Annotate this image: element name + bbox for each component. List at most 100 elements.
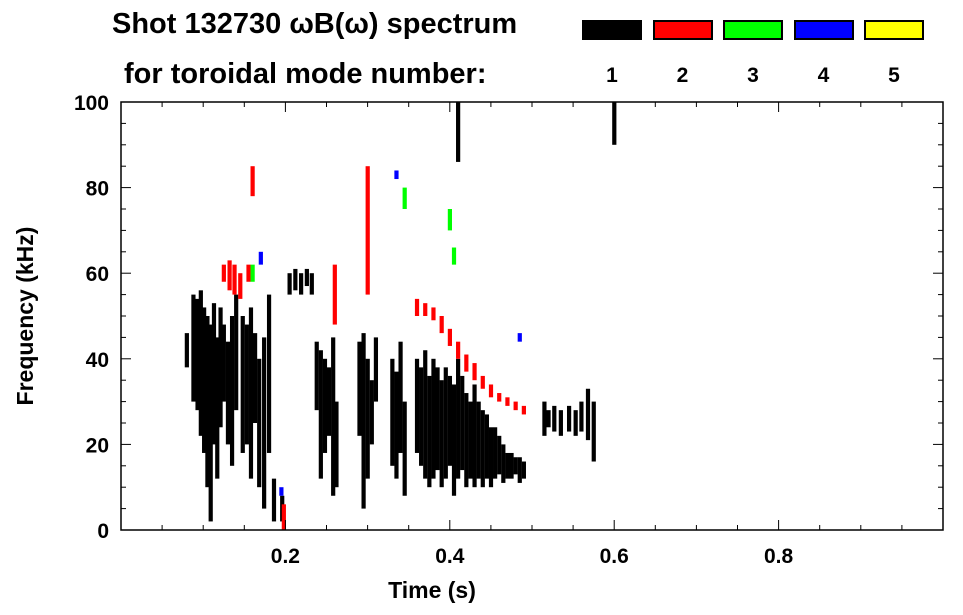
spectrum-mark-mode-1	[234, 294, 239, 411]
spectrum-mark-mode-3	[451, 247, 457, 265]
spectrum-mark-mode-2	[488, 384, 494, 398]
spectrum-mark-mode-1	[334, 401, 339, 488]
spectrum-mark-mode-1	[240, 316, 245, 453]
spectrum-mark-mode-1	[501, 444, 506, 483]
y-tick-label: 100	[74, 92, 109, 115]
spectrum-mark-mode-1	[443, 367, 448, 479]
y-tick-label: 80	[86, 178, 109, 201]
legend-swatch-mode-1	[582, 20, 642, 40]
spectrum-mark-mode-2	[456, 341, 461, 359]
spectrum-mark-mode-1	[184, 333, 189, 368]
spectrum-mark-mode-1	[493, 427, 498, 479]
spectrum-mark-mode-1	[573, 410, 578, 436]
spectrum-mark-mode-1	[464, 393, 469, 488]
legend-title: for toroidal mode number:	[124, 58, 487, 90]
y-tick-label: 20	[86, 434, 109, 457]
y-axis-label: Frequency (kHz)	[12, 227, 38, 406]
spectrum-mark-mode-1	[427, 375, 432, 488]
spectrum-mark-mode-1	[271, 478, 277, 522]
spectrum-mark-mode-1	[456, 358, 461, 479]
spectrum-mark-mode-2	[431, 307, 436, 321]
legend-swatch-mode-5	[864, 20, 924, 40]
spectrum-mark-mode-1	[326, 367, 332, 436]
spectrum-mark-mode-2	[521, 405, 526, 415]
spectrum-mark-mode-1	[542, 401, 547, 436]
spectrum-mark-mode-4	[258, 251, 263, 265]
spectrum-mark-mode-2	[221, 264, 226, 282]
spectrum-mark-mode-2	[480, 375, 485, 389]
spectrum-mark-mode-1	[211, 303, 217, 445]
spectrum-mark-mode-2	[505, 397, 510, 406]
spectrum-mark-mode-1	[257, 358, 262, 488]
spectrum-mark-mode-1	[447, 375, 452, 466]
spectrum-mark-mode-1	[331, 337, 336, 496]
x-axis-label: Time (s)	[388, 577, 476, 603]
spectrum-mark-mode-1	[435, 367, 440, 471]
spectrum-mark-mode-1	[517, 457, 522, 483]
spectrum-mark-mode-1	[431, 358, 436, 479]
spectrum-mark-mode-1	[521, 461, 526, 479]
spectrum-mark-mode-2	[513, 401, 518, 411]
chart-title: Shot 132730 ωB(ω) spectrum	[112, 8, 518, 40]
legend-label-mode-2: 2	[676, 64, 689, 87]
legend-label-mode-1: 1	[606, 64, 618, 87]
spectrum-mark-mode-1	[460, 375, 465, 471]
spectrum-mark-mode-1	[215, 337, 220, 479]
spectrum-mark-mode-1	[468, 401, 473, 479]
spectrum-mark-mode-1	[402, 401, 407, 496]
spectrum-mark-mode-1	[357, 341, 362, 436]
spectrum-mark-mode-1	[266, 294, 272, 453]
spectrum-mark-mode-1	[423, 350, 428, 479]
spectrum-mark-mode-4	[279, 487, 284, 496]
spectrum-mark-mode-2	[439, 316, 444, 334]
spectrum-mark-mode-1	[566, 405, 572, 432]
y-tick-label: 40	[86, 349, 109, 372]
x-tick-label: 0.4	[435, 545, 465, 568]
spectrum-mark-mode-1	[398, 341, 403, 453]
spectrum-mark-mode-3	[447, 209, 452, 231]
spectrum-mark-mode-1	[221, 324, 226, 402]
y-tick-label: 0	[97, 520, 109, 543]
x-tick-label: 0.8	[764, 545, 794, 568]
spectrum-mark-mode-1	[558, 410, 563, 436]
spectrum-mark-mode-1	[484, 414, 489, 479]
spectrum-mark-mode-1	[509, 452, 514, 479]
spectrum-mark-mode-1	[205, 316, 210, 488]
spectrum-mark-mode-1	[229, 316, 235, 466]
spectrum-mark-mode-1	[419, 367, 424, 466]
spectrum-mark-mode-1	[480, 410, 485, 488]
spectrum-mark-mode-1	[244, 324, 249, 445]
spectrum-mark-mode-2	[227, 260, 232, 291]
spectrum-mark-mode-2	[472, 363, 477, 381]
spectrum-mark-mode-1	[225, 341, 231, 445]
x-tick-label: 0.6	[600, 545, 629, 568]
y-tick-label: 60	[86, 263, 109, 286]
spectrum-mark-mode-2	[332, 264, 337, 325]
spectrum-mark-mode-1	[191, 294, 196, 402]
spectrum-mark-mode-1	[552, 405, 557, 432]
spectrum-mark-mode-4	[394, 170, 399, 180]
spectrum-mark-mode-1	[314, 341, 319, 411]
spectrum-mark-mode-1	[202, 307, 207, 453]
spectrum-mark-mode-1	[198, 290, 203, 436]
spectrum-mark-mode-1	[456, 102, 461, 162]
spectrum-mark-mode-1	[513, 457, 518, 475]
spectrum-mark-mode-1	[361, 333, 366, 509]
spectrum-mark-mode-1	[497, 435, 502, 475]
spectrum-mark-mode-1	[262, 337, 267, 509]
spectrum-mark-mode-1	[451, 384, 457, 496]
spectrum-mark-mode-3	[250, 264, 255, 282]
spectrum-mark-mode-2	[423, 303, 428, 316]
spectrum-mark-mode-2	[365, 166, 370, 295]
legend-swatch-mode-3	[723, 20, 783, 40]
spectrum-mark-mode-1	[218, 307, 223, 428]
spectrum-mark-mode-4	[517, 333, 522, 342]
spectrum-mark-mode-1	[414, 358, 420, 453]
spectrum-mark-mode-1	[579, 401, 584, 432]
legend-swatch-mode-2	[652, 20, 713, 40]
spectrum-mark-mode-1	[476, 401, 481, 479]
spectrum-mark-mode-1	[248, 307, 254, 479]
spectrum-mark-mode-1	[390, 358, 395, 466]
spectrum-mark-mode-1	[299, 273, 304, 295]
